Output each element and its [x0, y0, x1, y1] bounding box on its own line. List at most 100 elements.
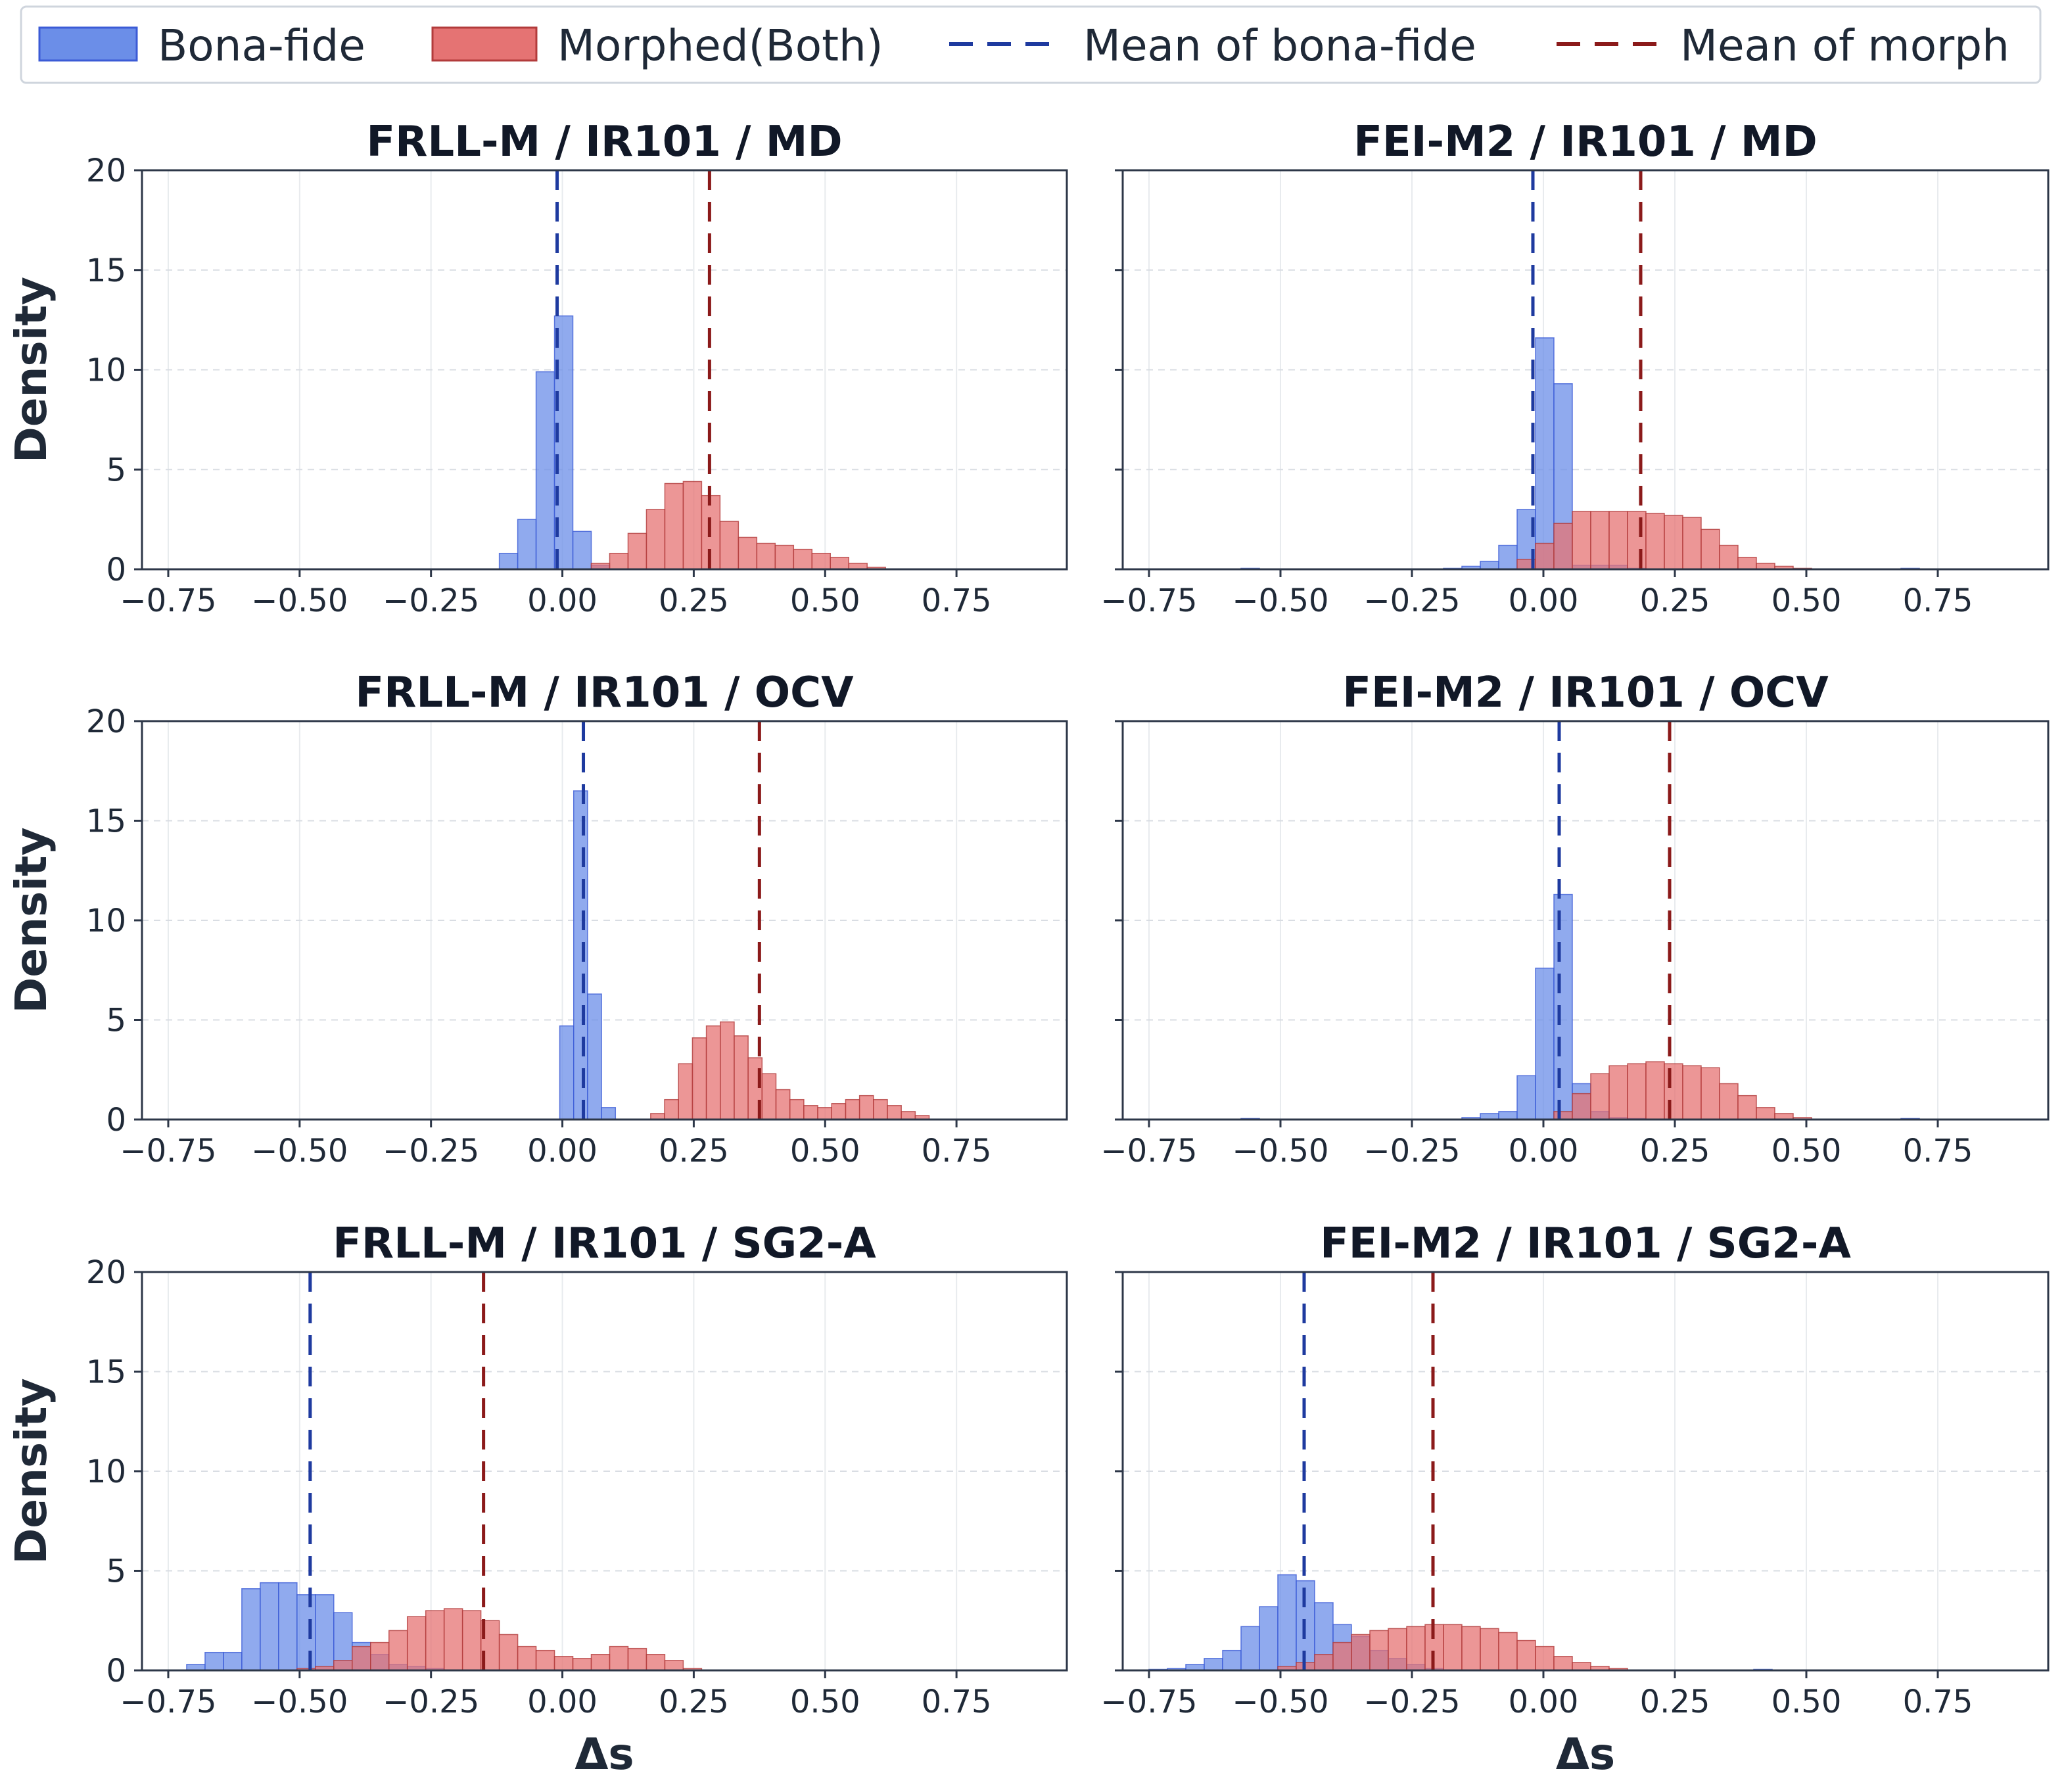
x-tick-label: 0.50: [1771, 582, 1842, 619]
histogram-bar: [831, 1103, 847, 1120]
histogram-bar: [734, 1035, 749, 1120]
x-tick-label: 0.50: [1771, 1133, 1842, 1169]
histogram-bar: [1682, 1065, 1702, 1120]
chart-panel-3: FRLL-M / IR101 / OCV −0.75 −0.50 −0.25 0.00 0…: [6, 669, 1068, 1169]
x-tick-label: −0.75: [120, 1684, 216, 1720]
histogram-bar: [587, 993, 602, 1120]
histogram-bar: [1516, 1639, 1536, 1671]
x-tick-label: −0.50: [1232, 1133, 1328, 1169]
histogram-bar: [1553, 1111, 1573, 1120]
x-tick-label: 0.25: [1640, 1684, 1710, 1720]
histogram-bar: [793, 548, 813, 570]
series-bona-fide: [498, 315, 611, 570]
x-tick-label: 0.50: [790, 1133, 860, 1169]
y-tick-label: 15: [86, 252, 126, 289]
chart-panel-6: FEI-M2 / IR101 / SG2-A −0.75 −0.50 −0.25 0.0…: [1100, 1219, 2050, 1780]
histogram-bar: [774, 544, 795, 570]
histogram-bar: [1737, 557, 1757, 570]
histogram-bar: [1590, 1073, 1610, 1120]
histogram-bar: [1572, 511, 1591, 570]
legend-item-mean-morph: Mean of morph: [1557, 20, 2009, 71]
y-tick-label: 10: [86, 903, 126, 939]
histogram-bar: [811, 552, 832, 570]
histogram-bar: [498, 552, 519, 570]
histogram-bar: [720, 1021, 735, 1120]
histogram-bar: [756, 542, 776, 570]
histogram-bar: [1369, 1630, 1389, 1671]
histogram-bar: [443, 1608, 463, 1671]
x-tick-label: −0.75: [120, 582, 216, 619]
histogram-bar: [260, 1582, 279, 1671]
x-tick-label: −0.50: [1232, 582, 1328, 619]
histogram-bar: [1590, 511, 1610, 570]
x-tick-label: −0.25: [1363, 582, 1460, 619]
panel-title: FEI-M2 / IR101 / OCV: [1342, 669, 1829, 717]
histogram-bar: [1406, 1626, 1426, 1671]
histogram-bar: [609, 552, 629, 570]
y-axis-label: Density: [6, 827, 57, 1013]
legend-swatch-bona-fide: [38, 26, 138, 62]
y-tick-label: 0: [106, 552, 126, 588]
histogram-bar: [645, 1654, 666, 1671]
histogram-bar: [517, 1645, 537, 1671]
x-tick-label: 0.00: [1509, 1684, 1579, 1720]
series-morphed: [1277, 1624, 1628, 1671]
panel-title: FEI-M2 / IR101 / MD: [1353, 118, 1817, 166]
histogram-bar: [845, 1098, 860, 1120]
histogram-bar: [1498, 1632, 1518, 1671]
histogram-bar: [1351, 1634, 1371, 1671]
histogram-bar: [1682, 517, 1702, 570]
histogram-bar: [1516, 1075, 1536, 1120]
panel-title: FRLL-M / IR101 / OCV: [355, 669, 854, 717]
y-tick-label: 0: [106, 1653, 126, 1689]
y-tick-label: 5: [106, 1553, 126, 1590]
histogram-bar: [296, 1594, 316, 1671]
x-tick-label: 0.25: [1640, 1133, 1710, 1169]
series-morphed: [1516, 511, 1812, 570]
legend-label-bona-fide: Bona-fide: [158, 20, 365, 71]
y-tick-label: 20: [86, 703, 126, 740]
histogram-bar: [1572, 1093, 1591, 1120]
histogram-bar: [572, 531, 592, 570]
histogram-bar: [535, 1649, 555, 1671]
histogram-bar: [1535, 542, 1555, 570]
histogram-bar: [370, 1641, 390, 1671]
x-tick-label: 0.50: [790, 1684, 860, 1720]
legend-label-morphed: Morphed(Both): [557, 20, 883, 71]
x-tick-label: −0.75: [1100, 1133, 1197, 1169]
y-tick-label: 10: [86, 1453, 126, 1490]
histogram-bar: [858, 1095, 874, 1120]
histogram-bar: [1204, 1658, 1223, 1671]
histogram-bar: [241, 1588, 261, 1671]
histogram-bar: [1314, 1654, 1334, 1671]
histogram-bar: [1627, 511, 1647, 570]
histogram-bar: [664, 1098, 679, 1120]
histogram-bar: [664, 1660, 684, 1671]
legend-item-mean-bona-fide: Mean of bona-fide: [949, 20, 1476, 71]
histogram-bar: [1461, 1626, 1481, 1671]
histogram-bar: [572, 1658, 592, 1671]
x-tick-label: 0.25: [659, 1684, 729, 1720]
x-tick-label: −0.25: [383, 582, 479, 619]
x-axis-label: Δs: [575, 1729, 634, 1780]
y-tick-label: 15: [86, 803, 126, 840]
y-tick-label: 20: [86, 1254, 126, 1291]
histogram-bar: [692, 1037, 707, 1120]
histogram-bar: [873, 1098, 888, 1120]
x-tick-label: 0.75: [922, 582, 992, 619]
x-tick-label: −0.50: [251, 1684, 348, 1720]
y-tick-label: 10: [86, 352, 126, 389]
histogram-bar: [1664, 515, 1683, 570]
histogram-bar: [1756, 1107, 1775, 1120]
chart-panel-5: FRLL-M / IR101 / SG2-A −0.75 −0.50 −0.25 0.0…: [6, 1219, 1068, 1780]
histogram-bar: [775, 1089, 791, 1120]
y-tick-label: 5: [106, 452, 126, 488]
x-tick-label: −0.50: [1232, 1684, 1328, 1720]
x-tick-label: 0.75: [1903, 582, 1973, 619]
histogram-bar: [498, 1634, 519, 1671]
histogram-bar: [901, 1111, 916, 1120]
series-morphed: [296, 1608, 703, 1671]
panel-title: FRLL-M / IR101 / SG2-A: [333, 1219, 876, 1268]
histogram-bar: [705, 1025, 721, 1120]
histogram-bar: [406, 1616, 427, 1671]
